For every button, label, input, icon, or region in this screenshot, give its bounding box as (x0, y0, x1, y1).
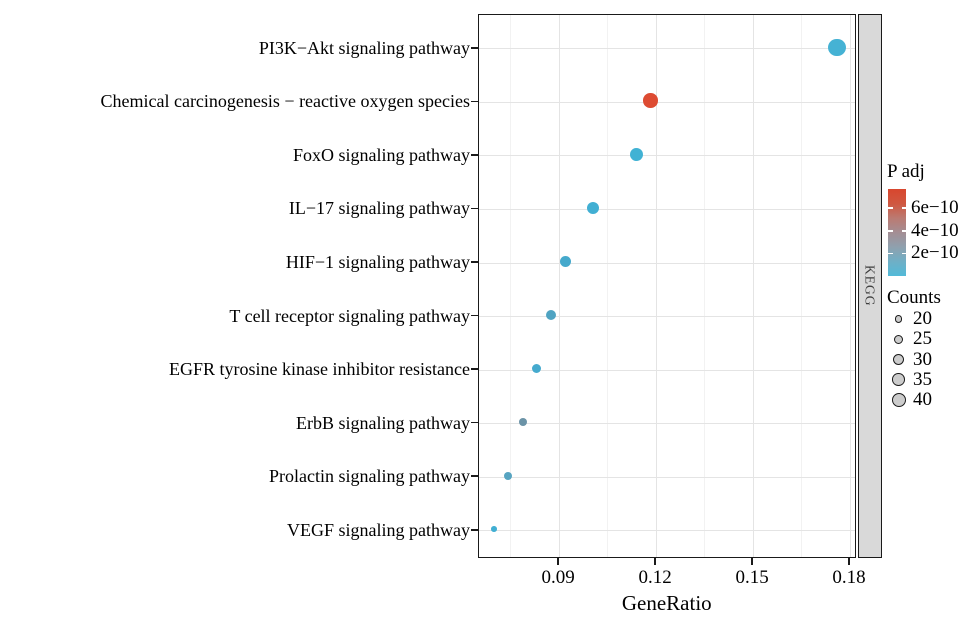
padj-legend-title: P adj (887, 161, 925, 182)
plot-panel (478, 14, 856, 558)
counts-legend-label: 40 (913, 389, 932, 410)
gridline-vertical-minor (607, 15, 609, 557)
data-point (828, 38, 846, 56)
colorbar-tick-mark (888, 207, 893, 209)
counts-legend-key (892, 353, 905, 366)
counts-legend-label: 25 (913, 328, 932, 350)
x-axis-title: GeneRatio (621, 591, 712, 615)
y-axis-label: Prolactin signaling pathway (269, 466, 470, 487)
padj-tick-label: 4e−10 (911, 219, 959, 241)
colorbar-tick-mark (888, 230, 893, 232)
data-point (531, 363, 542, 374)
padj-tick-label: 2e−10 (911, 242, 959, 264)
y-axis-tick-mark (471, 261, 478, 263)
counts-legend-key (891, 393, 906, 407)
gridline-horizontal-major (479, 476, 855, 478)
gridline-vertical-major (752, 15, 754, 557)
x-axis-tick-mark (751, 558, 753, 565)
y-axis-label: Chemical carcinogenesis − reactive oxyge… (100, 91, 470, 112)
x-axis-tick-label: 0.09 (541, 567, 575, 588)
gridline-vertical-minor (510, 15, 512, 557)
data-point (559, 255, 572, 268)
colorbar-tick-mark (888, 252, 893, 255)
data-point (586, 201, 600, 215)
y-axis-tick-mark (471, 475, 478, 477)
y-axis-tick-mark (471, 207, 478, 210)
y-axis-tick-mark (471, 528, 478, 531)
gridline-vertical-minor (801, 15, 803, 557)
data-point (546, 309, 557, 320)
y-axis-tick-mark (471, 314, 478, 317)
gridline-horizontal-major (479, 423, 855, 425)
gridline-horizontal-major (479, 262, 855, 264)
gridline-vertical-major (655, 15, 657, 557)
padj-colorbar (888, 189, 906, 276)
data-point (643, 93, 658, 109)
data-point (504, 471, 513, 480)
counts-legend-key (893, 334, 904, 344)
data-point (518, 417, 528, 427)
counts-legend-key (892, 373, 905, 387)
counts-legend-key (894, 315, 903, 323)
gridline-vertical-major (849, 15, 851, 557)
data-point (491, 526, 497, 532)
counts-legend-title: Counts (887, 287, 941, 308)
y-axis-label: ErbB signaling pathway (296, 412, 470, 433)
gridline-horizontal-major (479, 316, 855, 318)
y-axis-label: T cell receptor signaling pathway (229, 305, 470, 326)
facet-strip-label: KEGG (862, 265, 878, 307)
padj-tick-label: 6e−10 (911, 197, 959, 219)
colorbar-tick-mark (901, 207, 906, 209)
y-axis-tick-mark (471, 421, 478, 424)
y-axis-label: PI3K−Akt signaling pathway (258, 37, 470, 58)
y-axis-tick-mark (471, 154, 478, 156)
x-axis-tick-label: 0.12 (638, 567, 672, 588)
y-axis-label: EGFR tyrosine kinase inhibitor resistanc… (169, 359, 470, 380)
y-axis-label: HIF−1 signaling pathway (285, 252, 470, 272)
gridline-vertical-major (558, 15, 560, 557)
gridline-horizontal-major (479, 530, 855, 532)
y-axis-label: VEGF signaling pathway (287, 519, 470, 540)
x-axis-tick-mark (654, 558, 656, 565)
x-axis-tick-mark (557, 558, 559, 565)
counts-legend-label: 30 (913, 348, 932, 370)
y-axis-label: IL−17 signaling pathway (288, 198, 470, 219)
gridline-horizontal-major (479, 155, 855, 157)
gridline-horizontal-major (479, 101, 855, 103)
y-axis-tick-mark (471, 47, 478, 49)
x-axis-tick-mark (848, 558, 850, 565)
x-axis-tick-label: 0.15 (735, 567, 769, 588)
y-axis-tick-mark (471, 100, 478, 103)
y-axis-tick-mark (471, 368, 478, 370)
y-axis-label: FoxO signaling pathway (293, 144, 470, 165)
facet-strip: KEGG (857, 14, 882, 558)
counts-legend-label: 20 (913, 308, 932, 329)
gridline-horizontal-major (479, 208, 855, 210)
colorbar-tick-mark (901, 252, 906, 255)
gridline-vertical-minor (704, 15, 706, 557)
gridline-horizontal-major (479, 48, 855, 50)
counts-legend-label: 35 (913, 368, 932, 390)
gridline-horizontal-major (479, 369, 855, 371)
x-axis-tick-label: 0.18 (832, 567, 866, 588)
colorbar-tick-mark (901, 230, 906, 232)
data-point (630, 147, 644, 161)
